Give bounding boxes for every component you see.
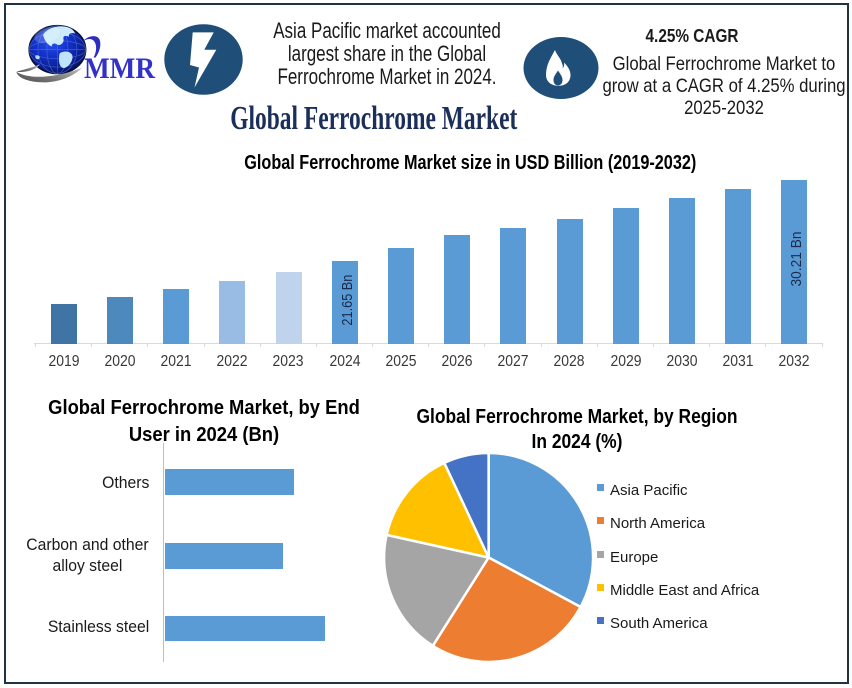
- svg-text:30.21 Bn: 30.21 Bn: [788, 232, 805, 287]
- svg-text:21.65 Bn: 21.65 Bn: [339, 275, 356, 326]
- svg-text:MMR: MMR: [84, 53, 156, 85]
